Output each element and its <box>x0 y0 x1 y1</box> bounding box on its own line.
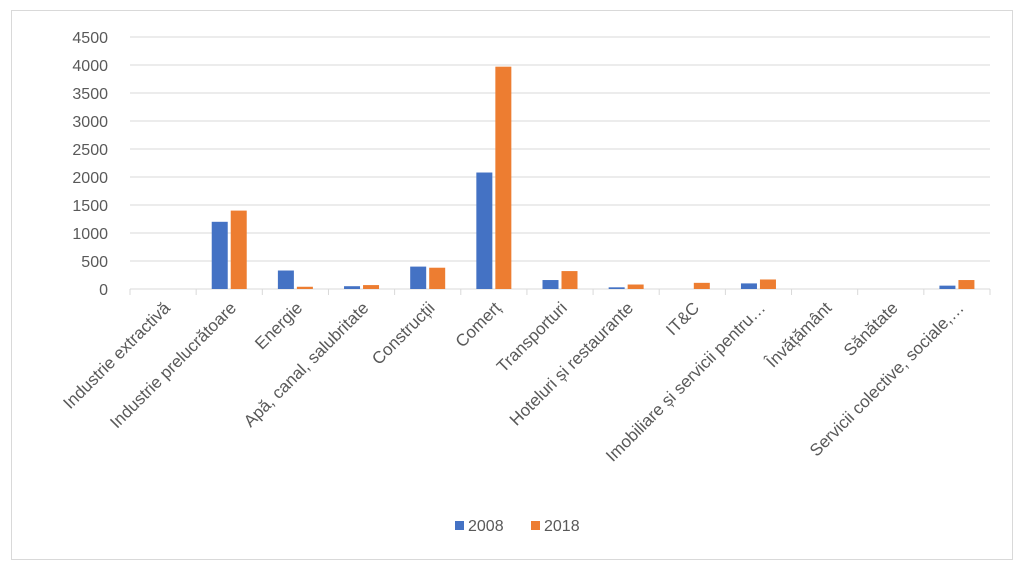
bar-2018 <box>561 271 578 289</box>
bar-2018 <box>759 279 776 289</box>
legend-label: 2018 <box>544 518 580 535</box>
bar-2008 <box>939 285 956 289</box>
x-tick-label: Industrie extractivă <box>60 298 175 413</box>
bar-2008 <box>740 283 757 289</box>
y-tick-label: 500 <box>81 254 108 271</box>
bar-2018 <box>296 286 313 289</box>
y-tick-label: 2000 <box>72 170 108 187</box>
y-tick-label: 4500 <box>72 30 108 47</box>
bar-2008 <box>277 270 294 289</box>
bar-2018 <box>363 285 380 289</box>
x-tick-label: IT&C <box>662 298 703 339</box>
y-tick-label: 4000 <box>72 58 108 75</box>
bar-2018 <box>693 282 710 289</box>
bar-2008 <box>608 287 625 289</box>
y-tick-label: 3500 <box>72 86 108 103</box>
chart-frame <box>11 10 1013 560</box>
bar-2008 <box>344 286 361 289</box>
x-tick-label: Sănătate <box>840 298 902 360</box>
legend-swatch-2008 <box>455 521 464 530</box>
x-tick-label: Construcții <box>368 298 438 368</box>
bar-2008 <box>410 266 427 289</box>
bar-2018 <box>627 284 644 289</box>
x-tick-label: Apă, canal, salubritate <box>240 298 372 430</box>
y-tick-label: 0 <box>99 282 108 299</box>
bar-2008 <box>542 280 559 289</box>
legend-label: 2008 <box>468 518 504 535</box>
x-tick-label: Hoteluri și restaurante <box>506 298 637 429</box>
y-tick-label: 2500 <box>72 142 108 159</box>
x-tick-label: Comerț <box>452 298 505 351</box>
bar-2008 <box>211 221 228 289</box>
bar-2018 <box>230 210 247 289</box>
x-tick-label: Industrie prelucrătoare <box>106 298 240 432</box>
y-tick-label: 1000 <box>72 226 108 243</box>
bar-2018 <box>958 280 975 289</box>
bar-2018 <box>495 66 512 290</box>
y-tick-label: 3000 <box>72 114 108 131</box>
bar-2018 <box>429 267 446 289</box>
x-tick-label: Energie <box>251 298 306 353</box>
legend-swatch-2018 <box>531 521 540 530</box>
y-tick-label: 1500 <box>72 198 108 215</box>
bar-2008 <box>476 172 493 289</box>
x-tick-label: Învățământ <box>762 298 836 372</box>
